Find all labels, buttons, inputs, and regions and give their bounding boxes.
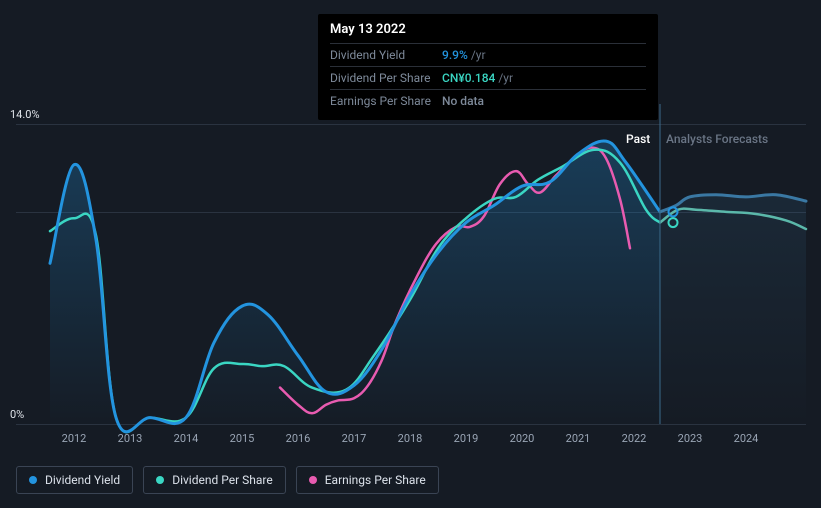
x-tick-2024: 2024 [734, 432, 759, 445]
x-tick-2012: 2012 [62, 432, 87, 445]
x-tick-2016: 2016 [286, 432, 311, 445]
x-tick-2013: 2013 [118, 432, 143, 445]
tooltip-row: Dividend Per ShareCN¥0.184/yr [330, 66, 646, 89]
tooltip-row: Earnings Per ShareNo data [330, 89, 646, 112]
tooltip-row-value: No data [442, 94, 484, 108]
chart-area[interactable] [16, 104, 806, 424]
legend-dot-icon [29, 476, 37, 484]
x-axis-labels: 2012 2013 2014 2015 2016 2017 2018 2019 2020 2021… [16, 432, 806, 448]
dividend-yield-legend[interactable]: Dividend Yield [16, 466, 133, 494]
earnings-per-share-legend[interactable]: Earnings Per Share [296, 466, 439, 494]
x-tick-2020: 2020 [510, 432, 535, 445]
tooltip-row-suffix: /yr [471, 48, 486, 62]
chart-legend: Dividend Yield Dividend Per Share Earnings… [16, 466, 439, 494]
tooltip-row-label: Dividend Per Share [330, 71, 442, 85]
tooltip-row-value: 9.9% [442, 48, 468, 62]
legend-dot-icon [309, 476, 317, 484]
legend-label: Earnings Per Share [325, 473, 426, 487]
legend-label: Dividend Yield [45, 473, 120, 487]
x-tick-2015: 2015 [230, 432, 255, 445]
tooltip-date: May 13 2022 [330, 22, 646, 43]
tooltip-row-value: CN¥0.184 [442, 71, 495, 85]
legend-dot-icon [156, 476, 164, 484]
x-tick-2017: 2017 [342, 432, 367, 445]
x-tick-2018: 2018 [398, 432, 423, 445]
chart-svg [16, 104, 806, 424]
tooltip-row-suffix: /yr [498, 71, 513, 85]
chart-tooltip: May 13 2022 Dividend Yield9.9%/yrDividen… [318, 14, 658, 120]
x-tick-2022: 2022 [622, 432, 647, 445]
tooltip-row-label: Dividend Yield [330, 48, 442, 62]
dividend-per-share-legend[interactable]: Dividend Per Share [143, 466, 286, 494]
tooltip-row: Dividend Yield9.9%/yr [330, 43, 646, 66]
tooltip-row-label: Earnings Per Share [330, 94, 442, 108]
x-tick-2014: 2014 [174, 432, 199, 445]
x-tick-2021: 2021 [566, 432, 591, 445]
x-tick-2019: 2019 [454, 432, 479, 445]
x-tick-2023: 2023 [678, 432, 703, 445]
legend-label: Dividend Per Share [172, 473, 273, 487]
